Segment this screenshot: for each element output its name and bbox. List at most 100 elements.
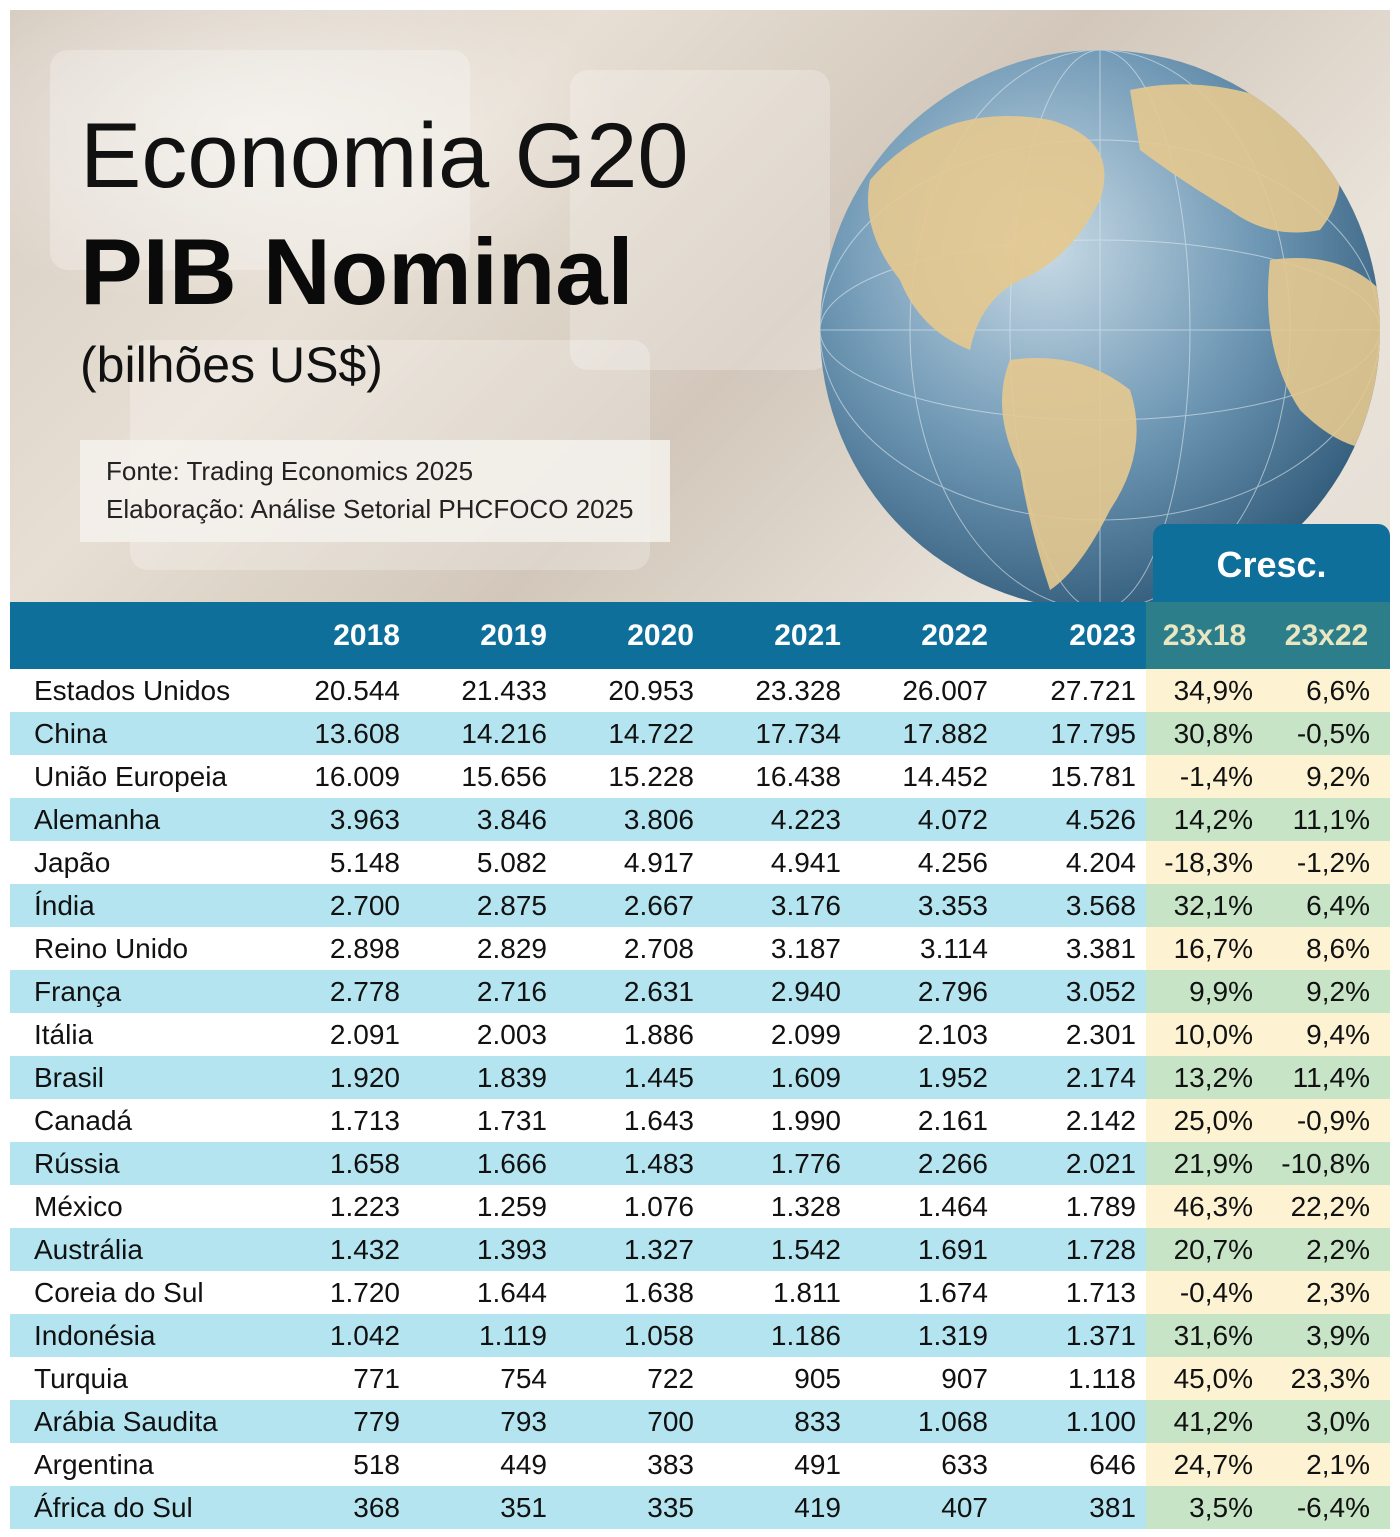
gdp-2022-cell: 14.452 [851, 755, 998, 798]
gdp-2022-cell: 1.674 [851, 1271, 998, 1314]
growth-23x18-cell: 32,1% [1146, 884, 1263, 927]
gdp-2023-cell: 1.728 [998, 1228, 1146, 1271]
gdp-2021-cell: 1.186 [704, 1314, 851, 1357]
gdp-2019-cell: 21.433 [410, 669, 557, 712]
column-header-country [10, 602, 273, 669]
country-name-cell: Turquia [10, 1357, 273, 1400]
gdp-2019-cell: 754 [410, 1357, 557, 1400]
gdp-2021-cell: 3.176 [704, 884, 851, 927]
growth-23x18-cell: -0,4% [1146, 1271, 1263, 1314]
gdp-2018-cell: 2.898 [273, 927, 410, 970]
growth-23x18-cell: 45,0% [1146, 1357, 1263, 1400]
growth-23x18-cell: 41,2% [1146, 1400, 1263, 1443]
table-row: Estados Unidos 20.544 21.433 20.953 23.328 26… [10, 669, 1390, 712]
gdp-2021-cell: 1.328 [704, 1185, 851, 1228]
table-row: Turquia 771 754 722 905 907 1.118 45,0% 23,3% [10, 1357, 1390, 1400]
country-name-cell: União Europeia [10, 755, 273, 798]
table-row: Coreia do Sul 1.720 1.644 1.638 1.811 1.674 1.… [10, 1271, 1390, 1314]
table-row: Arábia Saudita 779 793 700 833 1.068 1.100 41,2… [10, 1400, 1390, 1443]
table-row: Brasil 1.920 1.839 1.445 1.609 1.952 2.174 13,2… [10, 1056, 1390, 1099]
gdp-2019-cell: 1.731 [410, 1099, 557, 1142]
growth-23x22-cell: 23,3% [1263, 1357, 1390, 1400]
gdp-2021-cell: 419 [704, 1486, 851, 1529]
country-name-cell: China [10, 712, 273, 755]
gdp-2018-cell: 20.544 [273, 669, 410, 712]
growth-23x22-cell: 2,2% [1263, 1228, 1390, 1271]
table-header-row: 2018 2019 2020 2021 2022 2023 23x18 23x2… [10, 602, 1390, 669]
source-text: Fonte: Trading Economics 2025 [106, 456, 474, 486]
column-header-2020: 2020 [557, 602, 704, 669]
growth-23x18-cell: 25,0% [1146, 1099, 1263, 1142]
gdp-2019-cell: 1.666 [410, 1142, 557, 1185]
gdp-2018-cell: 2.091 [273, 1013, 410, 1056]
gdp-table: 2018 2019 2020 2021 2022 2023 23x18 23x2… [10, 602, 1390, 1529]
gdp-2018-cell: 3.963 [273, 798, 410, 841]
gdp-2019-cell: 1.259 [410, 1185, 557, 1228]
country-name-cell: Coreia do Sul [10, 1271, 273, 1314]
table-row: União Europeia 16.009 15.656 15.228 16.438 14… [10, 755, 1390, 798]
growth-23x22-cell: 2,3% [1263, 1271, 1390, 1314]
gdp-2019-cell: 3.846 [410, 798, 557, 841]
background-block [570, 70, 830, 370]
gdp-2023-cell: 3.381 [998, 927, 1146, 970]
gdp-2020-cell: 20.953 [557, 669, 704, 712]
growth-23x22-cell: 6,6% [1263, 669, 1390, 712]
country-name-cell: Austrália [10, 1228, 273, 1271]
gdp-2019-cell: 1.839 [410, 1056, 557, 1099]
gdp-2020-cell: 1.327 [557, 1228, 704, 1271]
growth-23x18-cell: 24,7% [1146, 1443, 1263, 1486]
gdp-2022-cell: 407 [851, 1486, 998, 1529]
gdp-2023-cell: 3.052 [998, 970, 1146, 1013]
gdp-2018-cell: 1.223 [273, 1185, 410, 1228]
table-row: Canadá 1.713 1.731 1.643 1.990 2.161 2.142 25,0… [10, 1099, 1390, 1142]
gdp-2021-cell: 23.328 [704, 669, 851, 712]
growth-23x22-cell: 22,2% [1263, 1185, 1390, 1228]
gdp-2021-cell: 905 [704, 1357, 851, 1400]
gdp-2020-cell: 2.631 [557, 970, 704, 1013]
gdp-2022-cell: 2.796 [851, 970, 998, 1013]
gdp-2021-cell: 1.811 [704, 1271, 851, 1314]
growth-23x22-cell: -1,2% [1263, 841, 1390, 884]
gdp-2023-cell: 2.174 [998, 1056, 1146, 1099]
gdp-2018-cell: 1.432 [273, 1228, 410, 1271]
country-name-cell: França [10, 970, 273, 1013]
gdp-2023-cell: 1.713 [998, 1271, 1146, 1314]
column-header-2023: 2023 [998, 602, 1146, 669]
authorship-text: Elaboração: Análise Setorial PHCFOCO 202… [106, 494, 634, 524]
gdp-2022-cell: 1.319 [851, 1314, 998, 1357]
gdp-2019-cell: 793 [410, 1400, 557, 1443]
growth-23x22-cell: -6,4% [1263, 1486, 1390, 1529]
gdp-2020-cell: 2.708 [557, 927, 704, 970]
gdp-2022-cell: 1.464 [851, 1185, 998, 1228]
gdp-2022-cell: 4.072 [851, 798, 998, 841]
growth-23x18-cell: 9,9% [1146, 970, 1263, 1013]
gdp-2023-cell: 2.021 [998, 1142, 1146, 1185]
gdp-2023-cell: 15.781 [998, 755, 1146, 798]
country-name-cell: México [10, 1185, 273, 1228]
gdp-2022-cell: 1.068 [851, 1400, 998, 1443]
gdp-2020-cell: 1.886 [557, 1013, 704, 1056]
table-row: Japão 5.148 5.082 4.917 4.941 4.256 4.204 -18,3… [10, 841, 1390, 884]
column-header-2019: 2019 [410, 602, 557, 669]
gdp-2018-cell: 1.042 [273, 1314, 410, 1357]
growth-23x22-cell: 9,4% [1263, 1013, 1390, 1056]
hero-banner: Economia G20 PIB Nominal (bilhões US$) F… [10, 10, 1390, 610]
gdp-2019-cell: 2.716 [410, 970, 557, 1013]
subtitle-units: (bilhões US$) [80, 337, 383, 393]
gdp-2018-cell: 5.148 [273, 841, 410, 884]
gdp-2021-cell: 1.776 [704, 1142, 851, 1185]
gdp-2023-cell: 2.142 [998, 1099, 1146, 1142]
gdp-2023-cell: 1.789 [998, 1185, 1146, 1228]
gdp-2023-cell: 1.118 [998, 1357, 1146, 1400]
growth-23x22-cell: 3,0% [1263, 1400, 1390, 1443]
table-row: China 13.608 14.216 14.722 17.734 17.882 17.79… [10, 712, 1390, 755]
growth-23x18-cell: 20,7% [1146, 1228, 1263, 1271]
country-name-cell: Reino Unido [10, 927, 273, 970]
gdp-2022-cell: 17.882 [851, 712, 998, 755]
country-name-cell: Rússia [10, 1142, 273, 1185]
title-line-1: Economia G20 [80, 105, 689, 207]
gdp-2020-cell: 3.806 [557, 798, 704, 841]
country-name-cell: Canadá [10, 1099, 273, 1142]
gdp-2018-cell: 771 [273, 1357, 410, 1400]
country-name-cell: Arábia Saudita [10, 1400, 273, 1443]
